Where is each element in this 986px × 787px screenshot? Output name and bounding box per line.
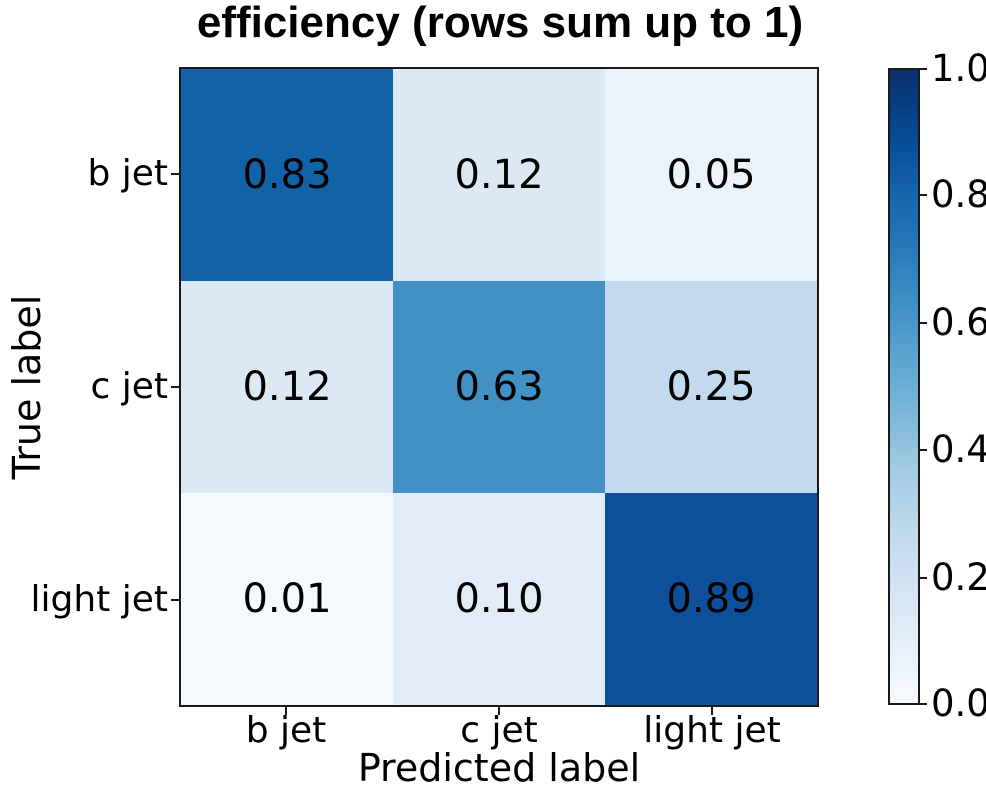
y-tick-mark [171,173,179,175]
heatmap-cell: 0.12 [393,69,605,281]
y-tick-label: c jet [90,366,168,407]
colorbar-tick-mark [920,703,927,705]
y-tick-mark [171,599,179,601]
heatmap-cell: 0.83 [181,69,393,281]
x-tick-label: c jet [460,710,538,751]
x-axis-label: Predicted label [357,746,641,787]
heatmap-cell: 0.10 [393,493,605,705]
x-tick-mark [285,707,287,715]
colorbar-tick-mark [920,194,927,196]
x-tick-label: light jet [643,710,781,751]
colorbar-tick-mark [920,577,927,579]
heatmap-cell: 0.12 [181,281,393,493]
x-tick-mark [498,707,500,715]
heatmap-plot: 0.83 0.12 0.05 0.12 0.63 0.25 0.01 0.10 … [179,67,819,707]
y-tick-mark [171,386,179,388]
y-tick-label: light jet [30,579,169,620]
chart-title: efficiency (rows sum up to 1) [196,0,804,47]
colorbar-tick-label: 0.8 [931,173,986,216]
colorbar-tick-mark [920,68,927,70]
colorbar-tick-mark [920,322,927,324]
y-tick-label: b jet [87,153,168,194]
heatmap-cell: 0.01 [181,493,393,705]
colorbar [888,68,920,705]
colorbar-tick-label: 0.4 [931,428,986,471]
y-axis-label: True label [5,294,49,480]
colorbar-tick-label: 0.0 [931,682,986,725]
heatmap-cell: 0.63 [393,281,605,493]
colorbar-tick-label: 1.0 [931,47,986,90]
colorbar-tick-label: 0.2 [931,556,986,599]
x-tick-label: b jet [245,710,327,751]
heatmap-cell: 0.25 [605,281,817,493]
colorbar-tick-label: 0.6 [931,301,986,344]
colorbar-tick-mark [920,449,927,451]
heatmap-cell: 0.89 [605,493,817,705]
x-tick-mark [711,707,713,715]
heatmap-cell: 0.05 [605,69,817,281]
